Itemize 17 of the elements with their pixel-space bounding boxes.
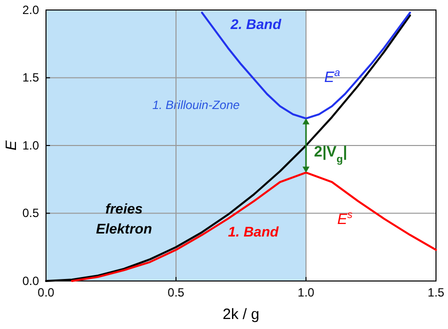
annotation: E$^{s}$ [337,209,354,228]
annotation: E$^{a}$ [324,66,340,86]
y-tick-label: 2.0 [22,2,40,17]
x-tick-label: 1.5 [428,286,445,300]
y-axis-title: E [3,140,20,151]
x-tick-label: 1.0 [298,286,315,300]
x-axis-title: 2k / g [222,306,260,323]
y-tick-label: 1.5 [22,70,40,85]
x-tick-label: 0.5 [168,286,185,300]
y-tick-label: 0.5 [22,206,40,220]
x-tick-label: 0.0 [38,286,55,300]
series-label: freies Elektron [96,200,152,236]
series-label: 1. Band [228,223,280,240]
annotation: 2|V$_{g}$| [314,144,348,166]
series-label: 2. Band [230,16,282,32]
y-tick-label: 0.0 [22,274,40,288]
y-tick-label: 1.0 [22,138,40,152]
